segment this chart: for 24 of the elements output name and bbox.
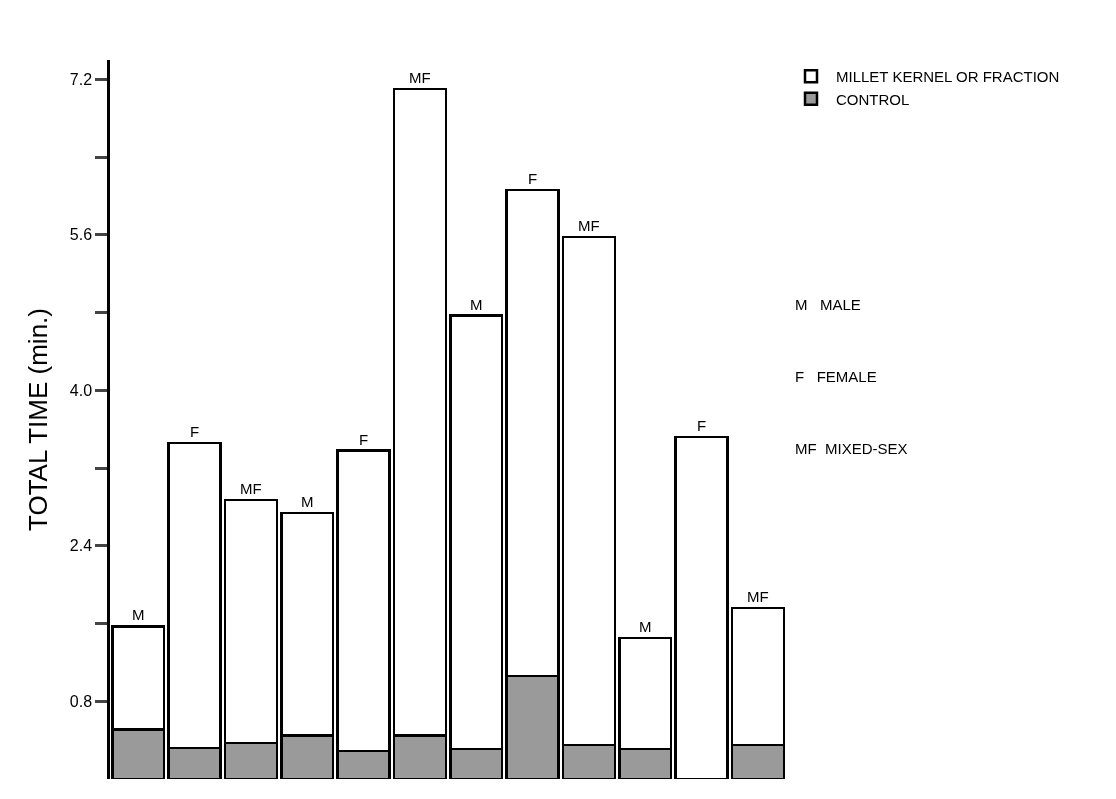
bar	[674, 435, 729, 779]
legend-label: CONTROL	[836, 90, 910, 108]
y-tick-label: 2.4	[69, 537, 93, 555]
y-tick-label: 5.6	[69, 226, 93, 244]
data-label: MF	[747, 587, 769, 605]
data-label: MF	[240, 480, 262, 498]
text: M MALE	[795, 296, 861, 313]
data-label: M	[300, 492, 314, 510]
text: MF MIXED-SEX	[795, 440, 908, 457]
data-label: MF	[578, 216, 600, 234]
y-tick-label: 4.0	[69, 381, 93, 399]
y-tick-label: 7.2	[69, 71, 93, 89]
data-label: M	[638, 618, 652, 636]
y-axis-title: TOTAL TIME (min.)	[22, 308, 53, 531]
data-label: F	[527, 170, 538, 188]
data-label: M	[131, 606, 145, 624]
legend-label: MILLET KERNEL OR FRACTION	[836, 68, 1060, 86]
data-label: F	[358, 430, 369, 448]
text: F FEMALE	[795, 368, 877, 385]
data-label: F	[696, 416, 707, 434]
data-label: F	[189, 422, 200, 440]
data-label: MF	[409, 69, 431, 87]
y-tick-label: 0.8	[69, 692, 93, 710]
data-label: M	[469, 295, 483, 313]
